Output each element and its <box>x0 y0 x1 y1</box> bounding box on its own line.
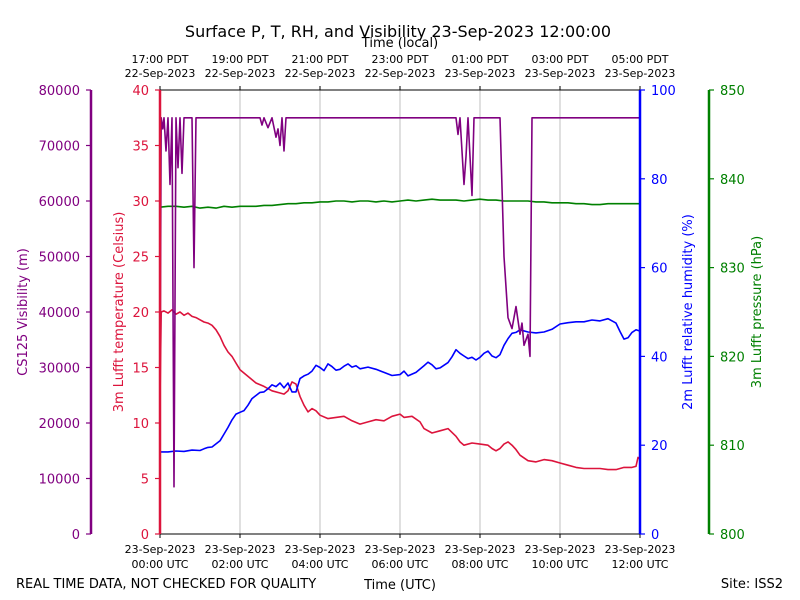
top-tick-label-date: 22-Sep-2023 <box>125 67 196 80</box>
visibility-tick-label: 60000 <box>39 195 80 210</box>
temperature-tick-label: 0 <box>141 528 149 543</box>
temperature-tick-label: 20 <box>132 306 149 321</box>
temperature-tick-label: 40 <box>132 84 149 99</box>
top-tick-label-date: 22-Sep-2023 <box>285 67 356 80</box>
visibility-tick-label: 0 <box>72 528 80 543</box>
visibility-tick-label: 70000 <box>39 140 80 155</box>
temperature-tick-label: 30 <box>132 195 149 210</box>
x-tick-label-time: 08:00 UTC <box>451 558 508 571</box>
site-label: Site: ISS2 <box>721 577 783 592</box>
humidity-tick-label: 20 <box>651 439 668 454</box>
x-tick-label-date: 23-Sep-2023 <box>205 543 276 556</box>
series-layer <box>159 117 641 488</box>
x-tick-label-time: 04:00 UTC <box>291 558 348 571</box>
pressure-tick-label: 820 <box>720 350 745 365</box>
top-tick-label-time: 01:00 PDT <box>451 53 508 66</box>
visibility-tick-label: 40000 <box>39 306 80 321</box>
temperature-tick-label: 5 <box>141 473 149 488</box>
top-tick-label-time: 19:00 PDT <box>211 53 268 66</box>
humidity-tick-label: 40 <box>651 350 668 365</box>
pressure-tick-label: 840 <box>720 173 745 188</box>
top-tick-label-time: 05:00 PDT <box>611 53 668 66</box>
visibility-tick-label: 10000 <box>39 473 80 488</box>
x-tick-label-time: 10:00 UTC <box>531 558 588 571</box>
temperature-axis-label: 3m Lufft temperature (Celsius) <box>112 212 127 413</box>
humidity-tick-label: 60 <box>651 262 668 277</box>
visibility-series-line <box>159 117 640 488</box>
top-tick-label-date: 22-Sep-2023 <box>205 67 276 80</box>
humidity-tick-label: 100 <box>651 84 676 99</box>
humidity-tick-label: 80 <box>651 173 668 188</box>
temperature-tick-label: 35 <box>132 140 149 155</box>
x-tick-label-date: 23-Sep-2023 <box>445 543 516 556</box>
pressure-axis-label: 3m Lufft pressure (hPa) <box>750 236 765 388</box>
temperature-tick-label: 10 <box>132 417 149 432</box>
top-axis-label: Time (local) <box>361 36 438 51</box>
humidity-series-line <box>160 317 641 453</box>
grid-lines <box>239 90 561 534</box>
x-tick-label-time: 06:00 UTC <box>371 558 428 571</box>
pressure-tick-label: 850 <box>720 84 745 99</box>
x-tick-label-date: 23-Sep-2023 <box>525 543 596 556</box>
visibility-tick-label: 50000 <box>39 251 80 266</box>
top-tick-label-time: 23:00 PDT <box>371 53 428 66</box>
quality-note: REAL TIME DATA, NOT CHECKED FOR QUALITY <box>16 577 316 592</box>
top-tick-label-time: 17:00 PDT <box>131 53 188 66</box>
top-tick-label-date: 23-Sep-2023 <box>605 67 676 80</box>
x-tick-label-time: 00:00 UTC <box>131 558 188 571</box>
humidity-axis-label: 2m Lufft relative humidity (%) <box>681 214 696 410</box>
x-tick-label-date: 23-Sep-2023 <box>125 543 196 556</box>
temperature-series-line <box>159 309 641 471</box>
x-tick-label-date: 23-Sep-2023 <box>285 543 356 556</box>
temperature-tick-label: 25 <box>132 251 149 266</box>
x-tick-label-date: 23-Sep-2023 <box>605 543 676 556</box>
top-tick-label-date: 23-Sep-2023 <box>525 67 596 80</box>
pressure-tick-label: 810 <box>720 439 745 454</box>
pressure-series-line <box>159 198 640 209</box>
x-axis-label: Time (UTC) <box>363 578 436 593</box>
x-tick-label-time: 02:00 UTC <box>211 558 268 571</box>
x-tick-label-date: 23-Sep-2023 <box>365 543 436 556</box>
top-tick-label-date: 23-Sep-2023 <box>445 67 516 80</box>
visibility-tick-label: 80000 <box>39 84 80 99</box>
visibility-axis-label: CS125 Visibility (m) <box>16 248 31 376</box>
pressure-tick-label: 830 <box>720 262 745 277</box>
chart-title: Surface P, T, RH, and Visibility 23-Sep-… <box>185 22 611 41</box>
top-tick-label-time: 03:00 PDT <box>531 53 588 66</box>
top-tick-label-time: 21:00 PDT <box>291 53 348 66</box>
x-tick-label-time: 12:00 UTC <box>611 558 668 571</box>
visibility-tick-label: 20000 <box>39 417 80 432</box>
visibility-tick-label: 30000 <box>39 362 80 377</box>
temperature-tick-label: 15 <box>132 362 149 377</box>
top-tick-label-date: 22-Sep-2023 <box>365 67 436 80</box>
pressure-tick-label: 800 <box>720 528 745 543</box>
humidity-tick-label: 0 <box>651 528 659 543</box>
axes-layer: 23-Sep-2023 00:00 UTC 23-Sep-2023 02:00 UTC… <box>39 53 745 571</box>
